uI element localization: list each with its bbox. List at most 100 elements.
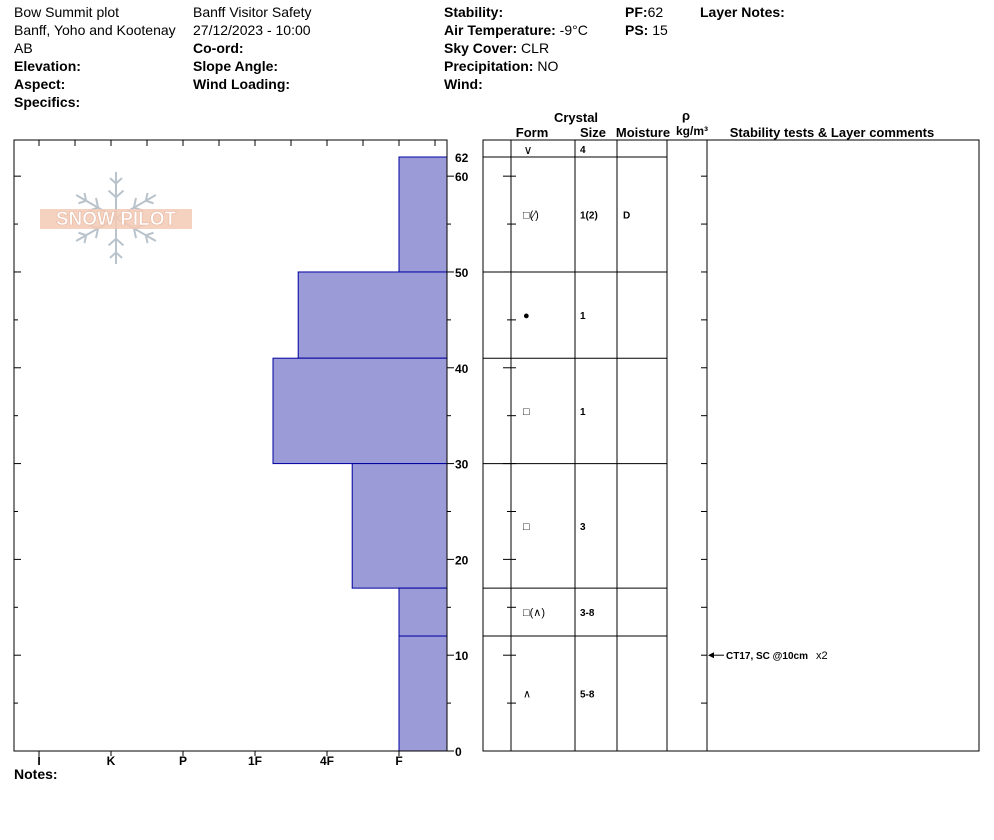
form-header: Form xyxy=(516,125,549,140)
logo-text: SNOW PILOT xyxy=(56,209,177,230)
header-col2: Banff Visitor Safety 27/12/2023 - 10:00 … xyxy=(193,3,312,93)
hardness-label-P: P xyxy=(179,754,187,768)
range-name: Banff, Yoho and Kootenay xyxy=(14,22,176,38)
crystal-header: Crystal xyxy=(554,110,598,125)
layer-size-4: 3-8 xyxy=(580,608,595,619)
flake-branch-4-1-1 xyxy=(78,231,87,237)
depth-label-0: 0 xyxy=(455,745,462,759)
layer-table-frame xyxy=(482,139,980,752)
hardness-bar-0 xyxy=(398,156,448,273)
surface-size: 4 xyxy=(580,145,586,156)
flake-branch-2-0-1 xyxy=(132,228,137,239)
flake-branch-4-0-0 xyxy=(95,228,100,239)
elevation-label: Elevation: xyxy=(14,58,81,74)
layer-size-5: 5-8 xyxy=(580,690,595,701)
pf-value: 62 xyxy=(647,4,664,20)
profile-frame xyxy=(13,139,448,752)
depth-label-40: 40 xyxy=(455,362,469,376)
pf-label: PF: xyxy=(625,4,648,20)
hardness-profile xyxy=(272,156,448,752)
depth-label-62: 62 xyxy=(455,151,469,165)
flake-branch-3-0-1 xyxy=(107,237,117,247)
header-col4: PF:62 PS: 15 xyxy=(625,3,668,39)
wind-loading-label: Wind Loading: xyxy=(193,76,291,92)
specifics-label: Specifics: xyxy=(14,94,81,110)
stability-test-text-0: CT17, SC @10cm xyxy=(726,651,808,662)
depth-label-20: 20 xyxy=(455,553,469,567)
layer-form-0: □(⁄) xyxy=(523,209,539,221)
precipitation-value: NO xyxy=(537,58,559,74)
stability-test-multiplier-0: x2 xyxy=(816,650,828,662)
hardness-label-F: F xyxy=(395,754,402,768)
layer-size-3: 3 xyxy=(580,522,586,533)
flake-branch-0-0-1 xyxy=(115,189,125,199)
layer-form-1: ● xyxy=(523,310,530,322)
flake-branch-5-1-0 xyxy=(78,199,87,205)
comments-header: Stability tests & Layer comments xyxy=(730,125,934,140)
layer-form-5: ∧ xyxy=(523,689,531,701)
province: AB xyxy=(14,40,33,56)
layer-form-2: □ xyxy=(523,406,530,418)
aspect-label: Aspect: xyxy=(14,76,66,92)
layer-form-4: □(∧) xyxy=(523,607,545,619)
ps-value: 15 xyxy=(652,22,668,38)
hardness-bar-5 xyxy=(398,635,448,752)
moisture-header: Moisture xyxy=(616,125,670,140)
flake-branch-1-1-1 xyxy=(145,199,154,205)
hardness-axis: I K P 1F 4F F xyxy=(37,140,436,768)
flake-branch-2-1-0 xyxy=(145,231,154,237)
flake-branch-3-0-0 xyxy=(115,237,125,247)
depth-label-60: 60 xyxy=(455,170,469,184)
flake-branch-3-1-1 xyxy=(109,251,117,259)
flake-branch-5-0-1 xyxy=(95,197,100,208)
density-unit-header: kg/m³ xyxy=(676,124,708,138)
surface-form: ∨ xyxy=(524,143,533,157)
flake-branch-0-0-0 xyxy=(107,189,117,199)
rho-header: ρ xyxy=(682,108,690,123)
hardness-label-I: I xyxy=(37,754,40,768)
layer-size-0: 1(2) xyxy=(580,210,598,221)
sky-cover-value: CLR xyxy=(521,40,550,56)
hardness-label-4F: 4F xyxy=(320,754,334,768)
logo-banner xyxy=(40,209,192,229)
layer-notes-label: Layer Notes: xyxy=(700,4,785,20)
hardness-bar-4 xyxy=(398,587,448,637)
header-col3: Stability: Air Temperature: -9°C Sky Cov… xyxy=(444,3,588,93)
layer-size-1: 1 xyxy=(580,311,586,322)
layer-table-rows: ∨ 4 □(⁄) 1(2) D ● 1 □ 1 □ 3 □(∧) 3-8 ∧ 5-8 xyxy=(483,143,667,701)
layer-moisture-0: D xyxy=(623,210,630,221)
precipitation-label: Precipitation: xyxy=(444,58,534,74)
ps-label: PS: xyxy=(625,22,649,38)
notes-label: Notes: xyxy=(14,766,58,782)
stability-arrow-head-0 xyxy=(708,652,714,659)
flake-branch-4-1-0 xyxy=(83,235,88,244)
hardness-bar-3 xyxy=(351,463,448,589)
hardness-label-K: K xyxy=(107,754,116,768)
hardness-bar-1 xyxy=(297,271,448,359)
flake-branch-0-1-0 xyxy=(109,177,117,185)
snowpilot-logo: SNOW PILOT xyxy=(40,172,192,264)
sky-cover-label: Sky Cover: xyxy=(444,40,518,56)
flake-branch-1-0-0 xyxy=(132,197,137,208)
site-name: Bow Summit plot xyxy=(14,4,120,20)
flake-branch-5-1-1 xyxy=(83,192,88,201)
flake-branch-3-1-0 xyxy=(115,251,123,259)
depth-label-10: 10 xyxy=(455,649,469,663)
hardness-bar-2 xyxy=(272,357,448,465)
observation-datetime: 27/12/2023 - 10:00 xyxy=(193,22,311,38)
observer: Banff Visitor Safety xyxy=(193,4,312,20)
slope-angle-label: Slope Angle: xyxy=(193,58,279,74)
depth-label-30: 30 xyxy=(455,458,469,472)
flake-branch-0-1-1 xyxy=(115,177,123,185)
hardness-label-1F: 1F xyxy=(248,754,262,768)
stability-label: Stability: xyxy=(444,4,504,20)
flake-branch-1-1-0 xyxy=(144,192,149,201)
coord-label: Co-ord: xyxy=(193,40,244,56)
stability-tests: CT17, SC @10cm x2 xyxy=(708,650,828,662)
air-temp-label: Air Temperature: xyxy=(444,22,556,38)
air-temp-value: -9°C xyxy=(559,22,588,38)
layer-size-2: 1 xyxy=(580,407,586,418)
flake-branch-2-1-1 xyxy=(144,235,149,244)
wind-label: Wind: xyxy=(444,76,483,92)
